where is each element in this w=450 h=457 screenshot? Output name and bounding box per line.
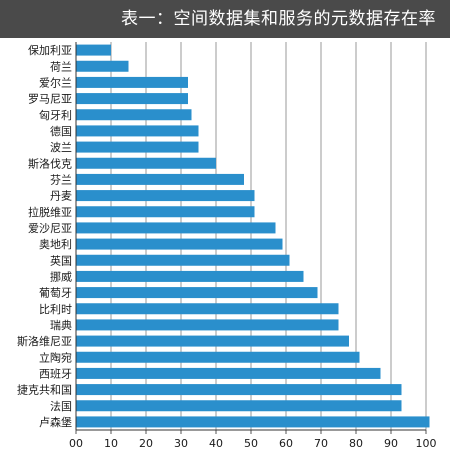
category-label: 卢森堡 bbox=[39, 415, 72, 429]
bar bbox=[76, 335, 349, 347]
category-label: 葡萄牙 bbox=[39, 287, 72, 300]
category-label: 英国 bbox=[50, 253, 72, 267]
category-label: 挪威 bbox=[50, 269, 72, 283]
x-tick-label: 40 bbox=[209, 437, 223, 450]
bar bbox=[76, 141, 199, 153]
category-label: 荷兰 bbox=[50, 60, 72, 73]
x-tick-label: 50 bbox=[244, 437, 258, 450]
bar bbox=[76, 93, 188, 105]
x-tick-label: 90 bbox=[384, 437, 398, 450]
category-label: 捷克共和国 bbox=[17, 383, 72, 397]
bar bbox=[76, 76, 188, 88]
category-label: 斯洛伐克 bbox=[28, 156, 72, 170]
category-label: 芬兰 bbox=[50, 173, 72, 186]
bar bbox=[76, 109, 192, 121]
category-label: 波兰 bbox=[50, 141, 72, 154]
category-label: 爱尔兰 bbox=[39, 76, 72, 89]
category-label: 斯洛维尼亚 bbox=[17, 334, 72, 348]
bar bbox=[76, 384, 402, 396]
chart-title: 表一：空间数据集和服务的元数据存在率 bbox=[121, 9, 436, 29]
x-tick-label: 100 bbox=[416, 437, 437, 450]
bar bbox=[76, 173, 244, 185]
category-label: 爱沙尼亚 bbox=[28, 222, 72, 235]
category-label: 德国 bbox=[50, 124, 72, 138]
bar bbox=[76, 303, 339, 315]
bar bbox=[76, 44, 111, 56]
bar bbox=[76, 400, 402, 412]
bar bbox=[76, 416, 430, 428]
x-tick-label: 60 bbox=[279, 437, 293, 450]
bar bbox=[76, 351, 360, 363]
x-tick-label: 30 bbox=[174, 437, 188, 450]
bar bbox=[76, 125, 199, 137]
category-label: 法国 bbox=[50, 399, 72, 413]
bar bbox=[76, 254, 290, 266]
title-bar: 表一：空间数据集和服务的元数据存在率 bbox=[0, 0, 450, 38]
category-label: 西班牙 bbox=[39, 367, 72, 380]
x-tick-label: 00 bbox=[69, 437, 83, 450]
category-label: 丹麦 bbox=[50, 190, 72, 203]
x-tick-label: 80 bbox=[349, 437, 363, 450]
category-label: 拉脱维亚 bbox=[28, 205, 72, 219]
bar bbox=[76, 319, 339, 331]
category-label: 保加利亚 bbox=[28, 43, 72, 57]
x-tick-label: 20 bbox=[139, 437, 153, 450]
bar bbox=[76, 367, 381, 379]
x-tick-label: 70 bbox=[314, 437, 328, 450]
x-tick-label: 10 bbox=[104, 437, 118, 450]
bar bbox=[76, 270, 304, 282]
bar bbox=[76, 238, 283, 250]
bar bbox=[76, 60, 129, 72]
bar bbox=[76, 222, 276, 234]
bar bbox=[76, 206, 255, 218]
category-label: 比利时 bbox=[39, 303, 72, 316]
category-label: 罗马尼亚 bbox=[28, 93, 72, 106]
category-label: 匈牙利 bbox=[39, 108, 72, 122]
bar bbox=[76, 287, 318, 299]
category-label: 立陶宛 bbox=[39, 350, 72, 364]
category-label: 奥地利 bbox=[39, 237, 72, 251]
category-label: 瑞典 bbox=[50, 318, 72, 332]
bar bbox=[76, 157, 216, 169]
bar bbox=[76, 190, 255, 202]
